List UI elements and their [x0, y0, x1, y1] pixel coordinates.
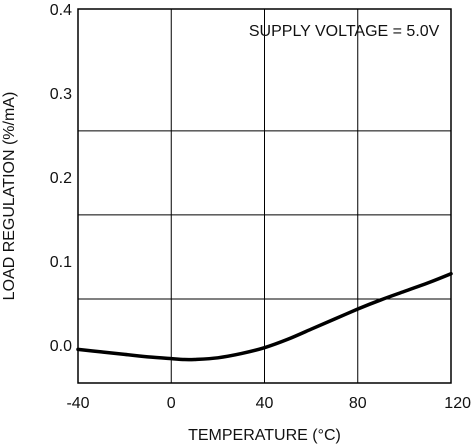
- y-tick-label: 0.4: [50, 2, 72, 19]
- y-axis-title: LOAD REGULATION (%/mA): [1, 92, 18, 301]
- x-axis-title: TEMPERATURE (°C): [188, 427, 341, 444]
- x-tick-label: 80: [349, 395, 367, 412]
- x-tick-label: 0: [167, 395, 176, 412]
- y-tick-label: 0.3: [50, 86, 72, 103]
- supply-voltage-annotation: SUPPLY VOLTAGE = 5.0V: [249, 23, 440, 40]
- grid-lines: [78, 9, 451, 383]
- y-tick-label: 0.2: [50, 170, 72, 187]
- y-tick-label: 0.0: [50, 338, 72, 355]
- plot-frame: [77, 8, 452, 384]
- x-tick-label: -40: [66, 395, 89, 412]
- series-line: [76, 271, 453, 362]
- y-tick-labels: 0.0 0.1 0.2 0.3 0.4: [50, 2, 72, 355]
- x-tick-label: 120: [444, 395, 471, 412]
- x-tick-labels: -40 0 40 80 120: [66, 395, 471, 412]
- y-tick-label: 0.1: [50, 254, 72, 271]
- x-tick-label: 40: [256, 395, 274, 412]
